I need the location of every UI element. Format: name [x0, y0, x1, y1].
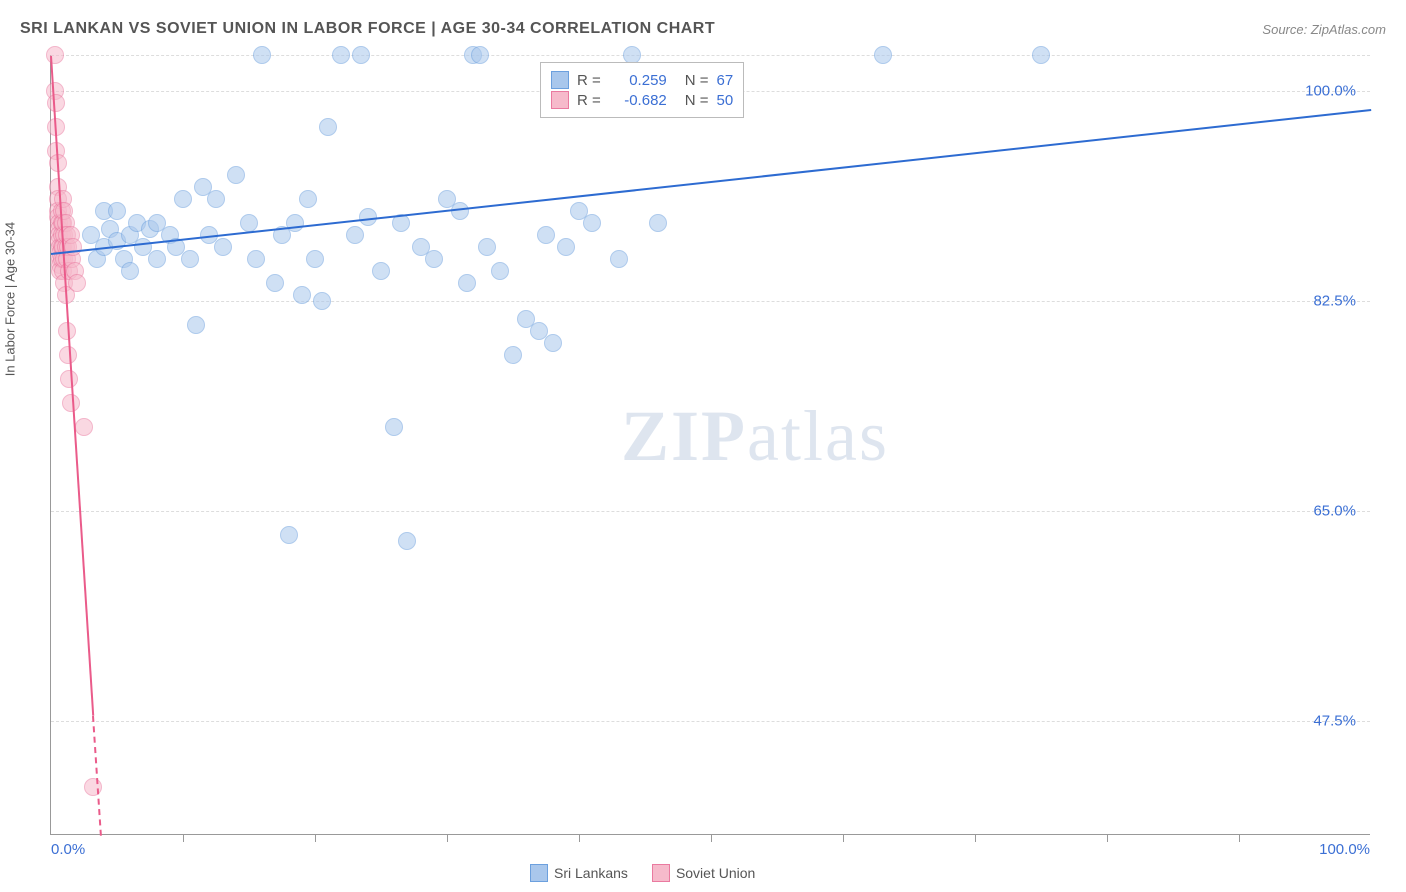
x-tick: [447, 834, 448, 842]
data-point: [471, 46, 489, 64]
x-tick: [711, 834, 712, 842]
data-point: [240, 214, 258, 232]
y-tick-label: 47.5%: [1313, 713, 1356, 730]
gridline-h: [51, 721, 1370, 722]
data-point: [610, 250, 628, 268]
r-label: R =: [577, 72, 601, 89]
data-point: [478, 238, 496, 256]
data-point: [319, 118, 337, 136]
data-point: [649, 214, 667, 232]
r-value: 0.259: [609, 72, 667, 89]
data-point: [62, 394, 80, 412]
source-label: Source:: [1262, 22, 1307, 37]
source-name: ZipAtlas.com: [1311, 22, 1386, 37]
data-point: [84, 778, 102, 796]
data-point: [306, 250, 324, 268]
y-tick-label: 82.5%: [1313, 293, 1356, 310]
r-label: R =: [577, 92, 601, 109]
legend-label: Soviet Union: [676, 865, 755, 881]
data-point: [1032, 46, 1050, 64]
x-tick-label: 0.0%: [51, 841, 85, 858]
r-value: -0.682: [609, 92, 667, 109]
legend-swatch: [652, 864, 670, 882]
data-point: [207, 190, 225, 208]
data-point: [583, 214, 601, 232]
chart-title: SRI LANKAN VS SOVIET UNION IN LABOR FORC…: [20, 20, 715, 38]
chart-header: SRI LANKAN VS SOVIET UNION IN LABOR FORC…: [20, 20, 1386, 38]
data-point: [266, 274, 284, 292]
data-point: [398, 532, 416, 550]
legend-row: R = -0.682 N = 50: [551, 91, 733, 109]
data-point: [293, 286, 311, 304]
data-point: [214, 238, 232, 256]
data-point: [181, 250, 199, 268]
n-label: N =: [685, 92, 709, 109]
data-point: [425, 250, 443, 268]
data-point: [68, 274, 86, 292]
data-point: [504, 346, 522, 364]
scatter-plot-area: ZIPatlas 47.5%65.0%82.5%100.0%0.0%100.0%: [50, 55, 1370, 835]
y-tick-label: 65.0%: [1313, 503, 1356, 520]
gridline-h: [51, 301, 1370, 302]
gridline-h: [51, 511, 1370, 512]
data-point: [299, 190, 317, 208]
data-point: [280, 526, 298, 544]
x-tick: [1239, 834, 1240, 842]
data-point: [46, 46, 64, 64]
data-point: [148, 250, 166, 268]
n-value: 50: [717, 92, 734, 109]
data-point: [491, 262, 509, 280]
data-point: [313, 292, 331, 310]
trend-line: [92, 716, 102, 836]
data-point: [247, 250, 265, 268]
legend-swatch: [530, 864, 548, 882]
n-label: N =: [685, 72, 709, 89]
x-tick: [183, 834, 184, 842]
x-tick: [975, 834, 976, 842]
data-point: [47, 94, 65, 112]
data-point: [346, 226, 364, 244]
source-attribution: Source: ZipAtlas.com: [1262, 22, 1386, 37]
data-point: [286, 214, 304, 232]
data-point: [557, 238, 575, 256]
x-tick: [579, 834, 580, 842]
trend-line: [51, 109, 1371, 255]
data-point: [372, 262, 390, 280]
series-legend: Sri Lankans Soviet Union: [530, 864, 755, 882]
data-point: [187, 316, 205, 334]
legend-label: Sri Lankans: [554, 865, 628, 881]
y-axis-label: In Labor Force | Age 30-34: [3, 222, 18, 376]
y-tick-label: 100.0%: [1305, 83, 1356, 100]
data-point: [75, 418, 93, 436]
x-tick: [315, 834, 316, 842]
gridline-h: [51, 55, 1370, 56]
data-point: [64, 238, 82, 256]
data-point: [458, 274, 476, 292]
data-point: [108, 202, 126, 220]
data-point: [253, 46, 271, 64]
legend-item: Sri Lankans: [530, 864, 628, 882]
data-point: [537, 226, 555, 244]
legend-swatch: [551, 91, 569, 109]
data-point: [174, 190, 192, 208]
correlation-legend: R = 0.259 N = 67 R = -0.682 N = 50: [540, 62, 744, 118]
x-tick-label: 100.0%: [1319, 841, 1370, 858]
data-point: [352, 46, 370, 64]
data-point: [227, 166, 245, 184]
data-point: [121, 262, 139, 280]
x-tick: [1107, 834, 1108, 842]
legend-row: R = 0.259 N = 67: [551, 71, 733, 89]
legend-item: Soviet Union: [652, 864, 755, 882]
data-point: [544, 334, 562, 352]
data-point: [385, 418, 403, 436]
legend-swatch: [551, 71, 569, 89]
n-value: 67: [717, 72, 734, 89]
data-point: [874, 46, 892, 64]
trend-line: [50, 56, 94, 716]
data-point: [332, 46, 350, 64]
watermark-text: ZIPatlas: [621, 395, 889, 478]
x-tick: [843, 834, 844, 842]
